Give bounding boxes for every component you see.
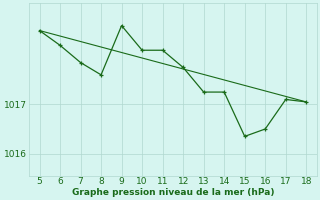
- X-axis label: Graphe pression niveau de la mer (hPa): Graphe pression niveau de la mer (hPa): [72, 188, 274, 197]
